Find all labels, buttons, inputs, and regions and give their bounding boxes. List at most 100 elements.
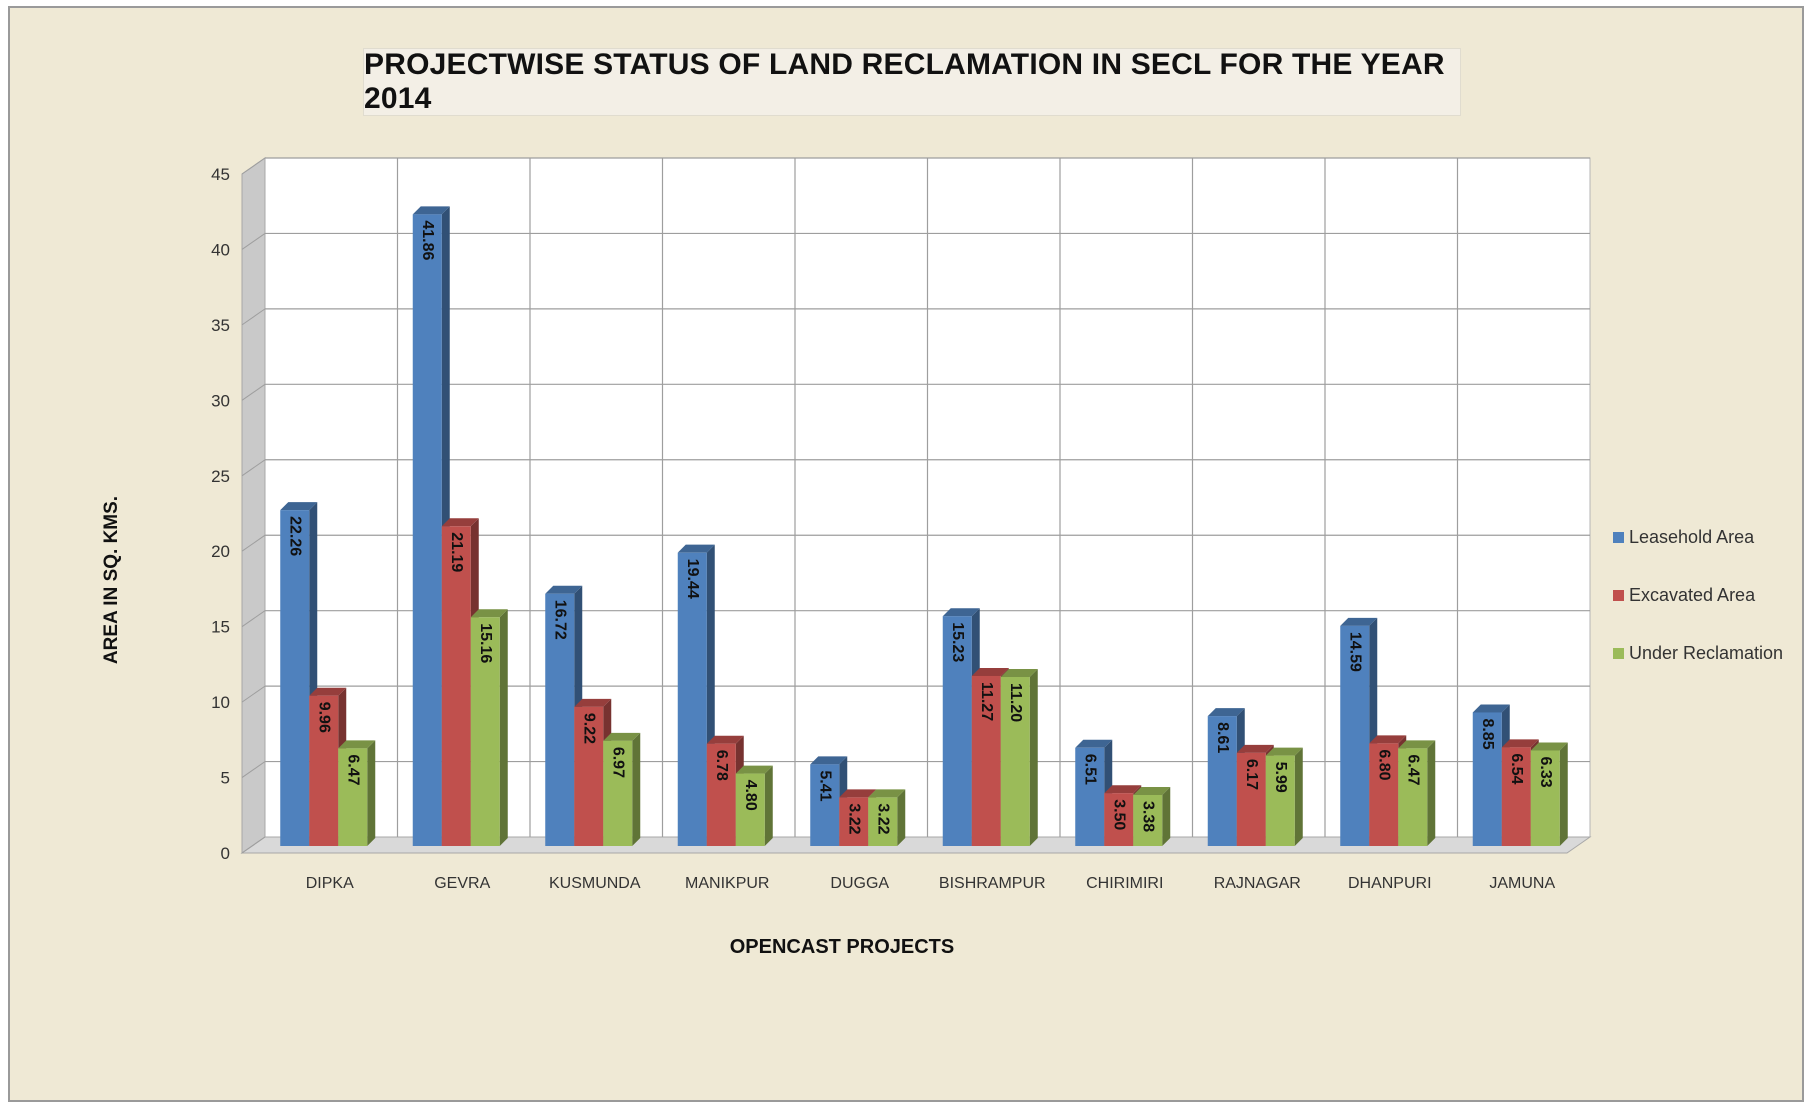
legend-label-leasehold: Leasehold Area [1629, 526, 1755, 547]
bar-value-label: 6.47 [345, 754, 362, 785]
y-gridline-side [241, 383, 266, 401]
bar-value-label: 6.80 [1376, 749, 1393, 780]
bar-top [1398, 740, 1436, 749]
bar-top [412, 206, 450, 215]
bar-front [839, 797, 869, 846]
bar-value-label: 19.44 [684, 559, 701, 599]
bar-value-label: 5.41 [817, 770, 834, 801]
legend-swatch-excavated [1613, 589, 1624, 601]
bar-front [810, 764, 840, 846]
y-tick-label: 40 [211, 240, 230, 259]
bar-value-label: 15.23 [949, 622, 966, 662]
y-gridline-side [241, 157, 266, 175]
bar-value-label: 3.50 [1111, 799, 1128, 830]
y-gridline-side [241, 610, 266, 628]
bar-front [412, 214, 442, 847]
x-tick-label: DHANPURI [1348, 875, 1432, 892]
y-gridline-side [241, 459, 266, 477]
bar-value-label: 8.61 [1214, 722, 1231, 753]
bar-leasehold: 19.44 [677, 544, 715, 846]
legend-swatch-reclamation [1613, 647, 1624, 659]
bar-side [1162, 786, 1171, 846]
bar-top [1236, 744, 1274, 753]
bar-front [1104, 793, 1134, 846]
bar-side [764, 765, 773, 846]
legend-item-leasehold: Leasehold Area [1613, 508, 1783, 566]
legend-label-excavated: Excavated Area [1629, 584, 1756, 605]
y-tick-label: 0 [221, 844, 230, 863]
bar-value-label: 3.22 [846, 803, 863, 834]
bar-top [1265, 747, 1303, 756]
y-tick-label: 35 [211, 316, 230, 335]
bar-value-label: 41.86 [419, 220, 436, 260]
bar-reclamation: 6.33 [1530, 742, 1568, 846]
bar-leasehold: 14.59 [1340, 617, 1378, 846]
bar-top [1369, 735, 1407, 744]
bar-side [1559, 742, 1568, 846]
bar-top [971, 667, 1009, 676]
bar-top [1133, 786, 1171, 795]
x-tick-label: DIPKA [306, 875, 354, 892]
bar-value-label: 6.97 [610, 747, 627, 778]
bar-front [441, 526, 471, 846]
bar-reclamation: 6.47 [1398, 740, 1436, 846]
bar-side [632, 732, 641, 846]
bar-front [470, 617, 500, 846]
bar-value-label: 22.26 [287, 516, 304, 556]
bar-front [1340, 625, 1370, 846]
y-tick-label: 15 [211, 618, 230, 637]
bar-value-label: 4.80 [742, 780, 759, 811]
bar-value-label: 6.17 [1243, 759, 1260, 790]
bar-top [280, 502, 318, 511]
bar-value-label: 6.33 [1537, 756, 1554, 787]
bar-front [735, 773, 765, 846]
y-tick-label: 20 [211, 542, 230, 561]
bar-front [1000, 677, 1030, 846]
bar-front [1133, 794, 1163, 846]
y-gridline-side [241, 685, 266, 703]
plot-side-wall [241, 157, 266, 854]
bar-side [499, 609, 508, 846]
bar-front [574, 706, 604, 846]
bar-reclamation: 6.47 [338, 740, 376, 846]
bar-front [1501, 747, 1531, 846]
chart-title-box: PROJECTWISE STATUS OF LAND RECLAMATION I… [363, 48, 1461, 116]
bar-value-label: 5.99 [1272, 762, 1289, 793]
bar-front [1207, 716, 1237, 846]
y-gridline-side [241, 836, 266, 854]
bar-value-label: 9.22 [581, 713, 598, 744]
x-tick-label: RAJNAGAR [1214, 875, 1301, 892]
bar-front [1472, 712, 1502, 846]
bar-front [1369, 743, 1399, 846]
bar-value-label: 14.59 [1347, 632, 1364, 672]
x-axis-title: OPENCAST PROJECTS [730, 936, 954, 958]
bar-front [603, 740, 633, 846]
y-gridline-side [241, 761, 266, 778]
bar-value-label: 15.16 [477, 623, 494, 663]
bar-side [897, 789, 906, 846]
bar-top [706, 735, 744, 744]
bar-top [603, 732, 641, 741]
bar-front [280, 510, 310, 846]
x-tick-label: BISHRAMPUR [939, 875, 1046, 892]
bar-front [971, 675, 1001, 846]
bar-front [1530, 750, 1560, 846]
bar-top [441, 518, 479, 527]
x-tick-label: MANIKPUR [685, 875, 769, 892]
bar-top [1075, 739, 1113, 748]
bar-side [1427, 740, 1436, 846]
bar-value-label: 11.20 [1007, 683, 1024, 722]
y-gridline-side [241, 233, 266, 250]
bar-top [470, 609, 508, 618]
y-tick-label: 5 [221, 769, 230, 788]
x-tick-label: DUGGA [830, 875, 889, 892]
chart-title: PROJECTWISE STATUS OF LAND RECLAMATION I… [364, 48, 1445, 115]
bar-top [1104, 785, 1142, 794]
bar-top [810, 756, 848, 765]
bar-value-label: 9.96 [316, 702, 333, 733]
bar-value-label: 16.72 [552, 600, 569, 640]
bar-front [309, 695, 339, 846]
legend-item-excavated: Excavated Area [1613, 566, 1783, 624]
y-axis-title: AREA IN SQ. KMS. [101, 496, 122, 664]
bar-front [1075, 747, 1105, 846]
